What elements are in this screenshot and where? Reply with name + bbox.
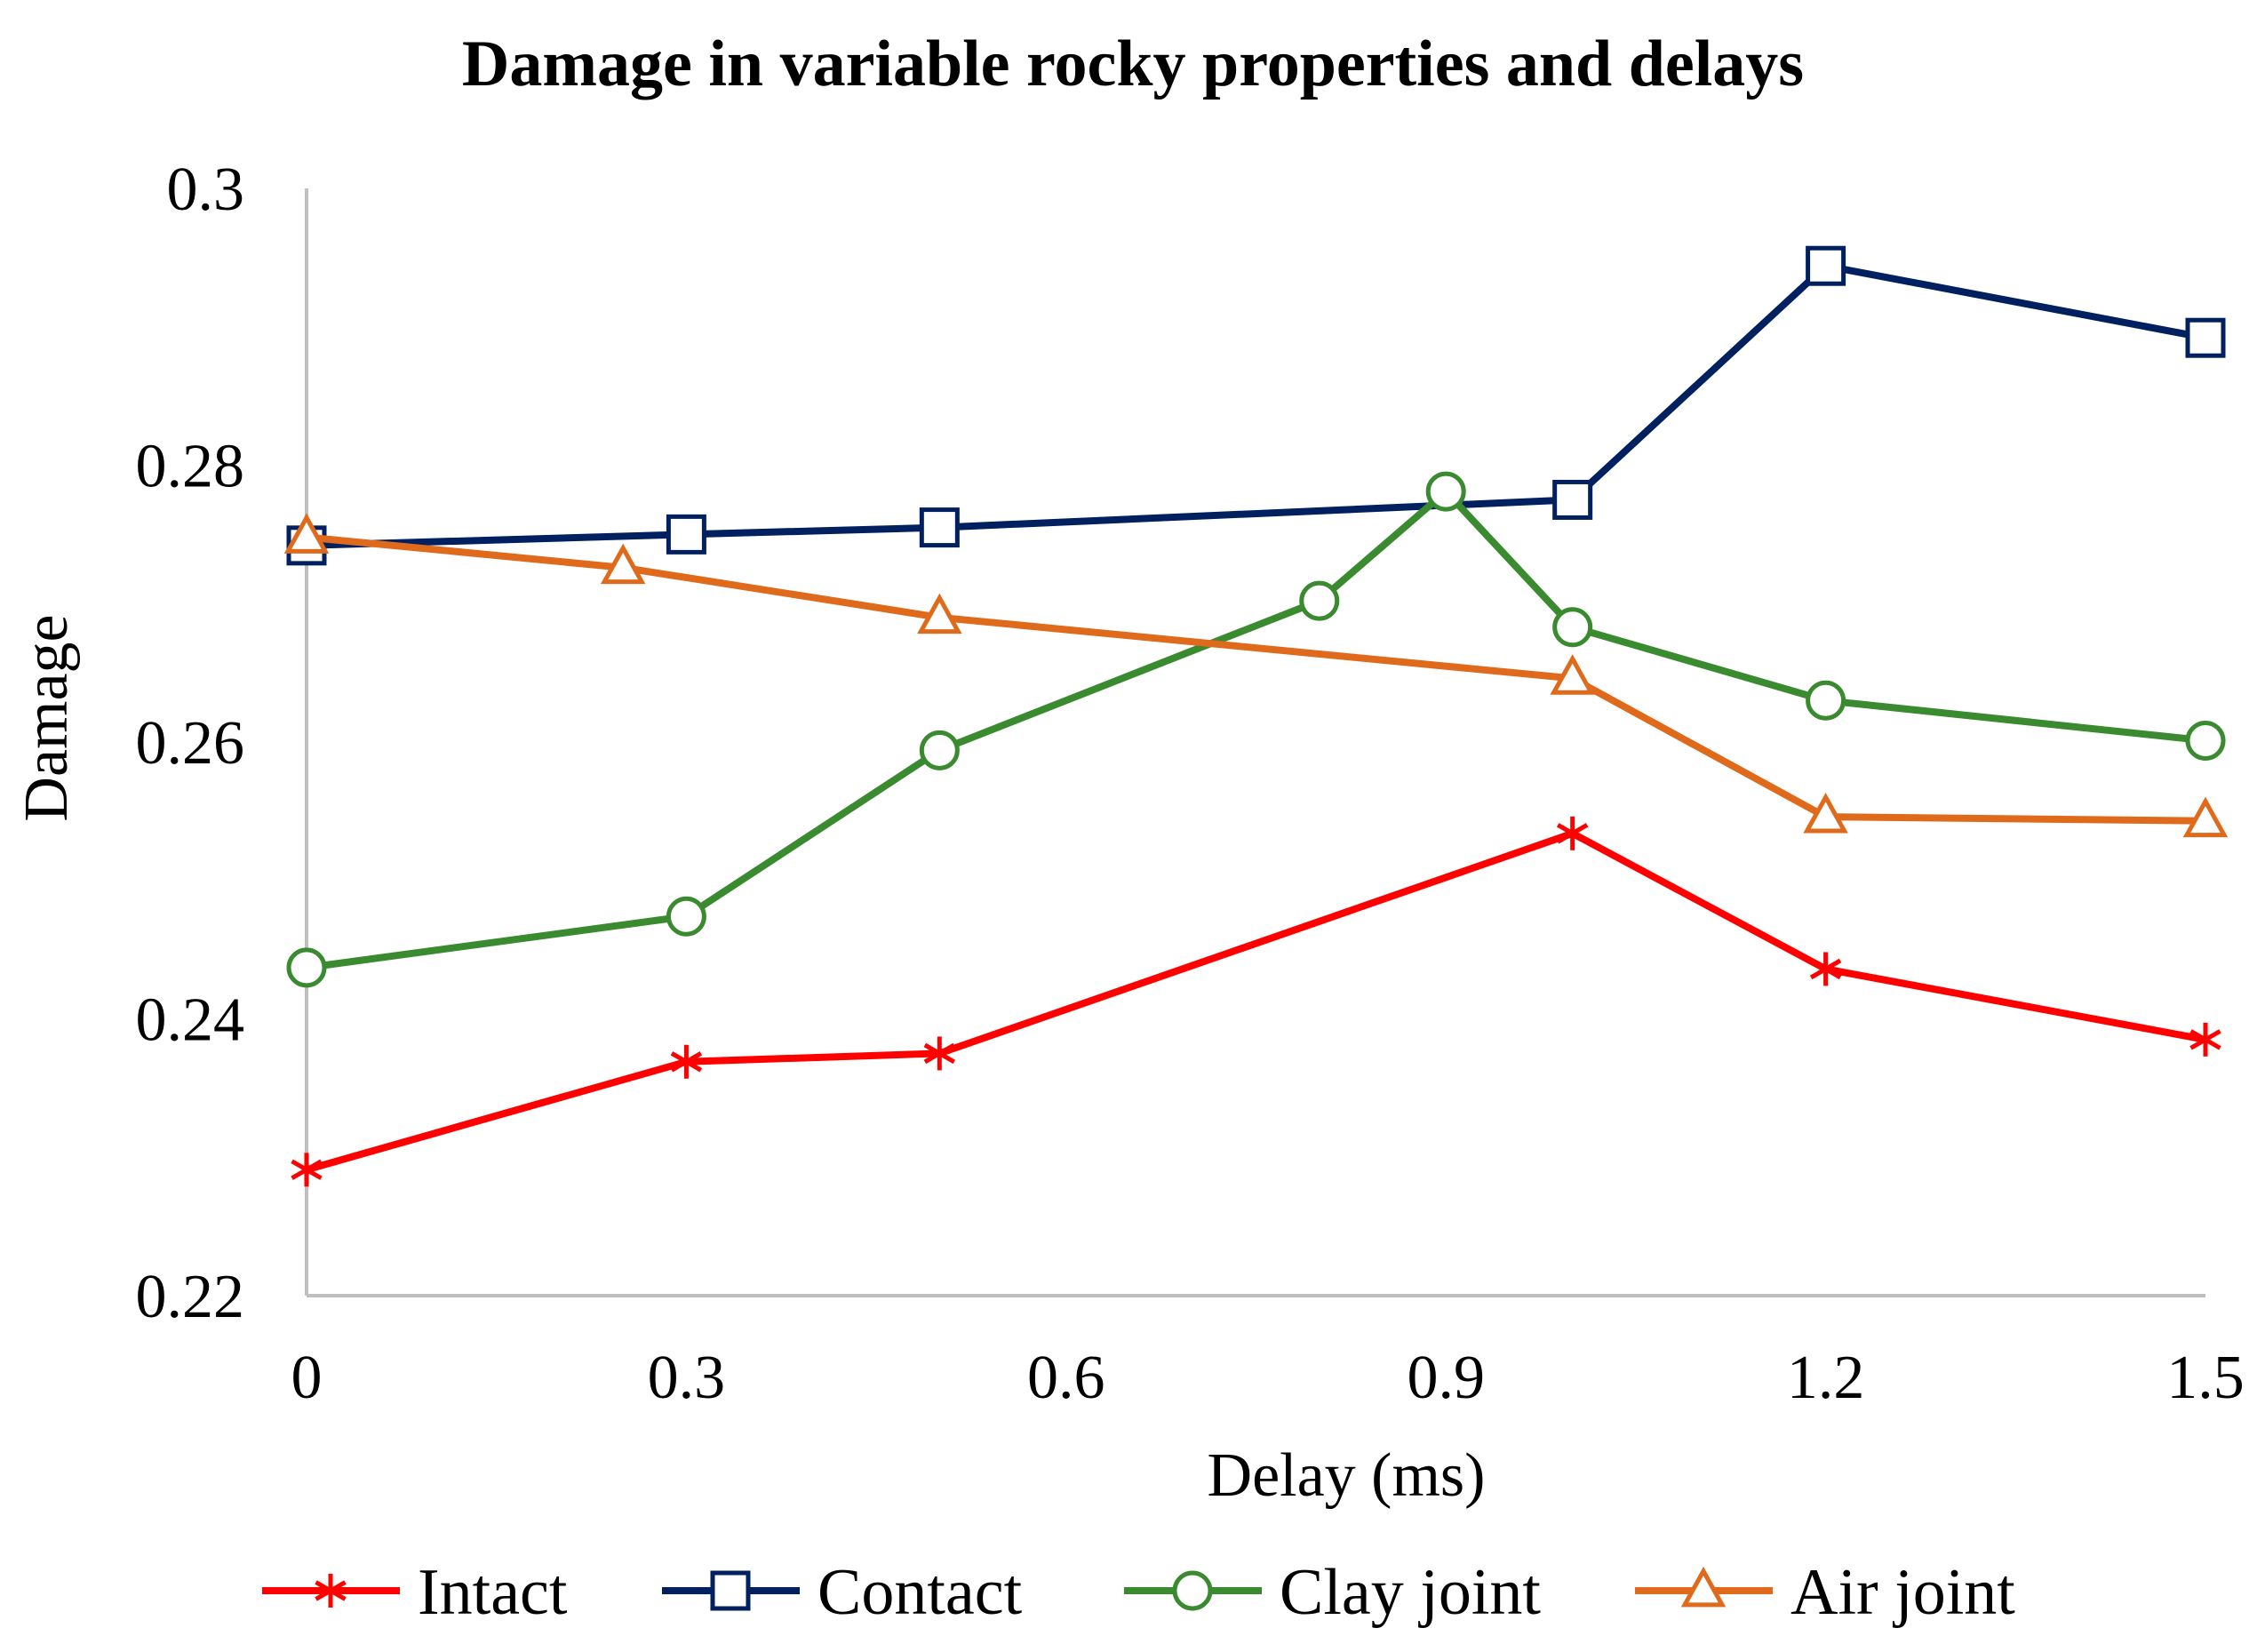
legend-item-contact: Contact	[662, 1556, 1023, 1629]
legend-swatch-marker	[710, 1570, 751, 1611]
legend-label: Clay joint	[1280, 1556, 1541, 1629]
data-point-contact	[2185, 317, 2226, 358]
data-point-contact	[1552, 479, 1593, 520]
series-contact	[286, 245, 2226, 566]
data-point-intact	[291, 1153, 323, 1187]
data-point-intact	[1556, 816, 1589, 850]
x-tick-label: 1.5	[2166, 1344, 2245, 1412]
x-tick-labels: 0 0.3 0.6 0.9 1.2 1.5	[291, 1344, 2245, 1412]
data-point-clay-joint	[286, 947, 327, 988]
data-point-air-joint	[1550, 654, 1595, 695]
x-axis-title: Delay (ms)	[1208, 1441, 1486, 1510]
data-point-contact	[1806, 245, 1846, 286]
data-point-clay-joint	[1806, 680, 1846, 721]
legend-swatch-marker	[315, 1574, 347, 1608]
y-axis-title: Damage	[12, 614, 81, 821]
series-clay-joint	[286, 471, 2226, 988]
y-tick-label: 0.24	[136, 986, 245, 1055]
data-point-clay-joint	[666, 896, 706, 937]
series-line-contact	[303, 262, 2209, 549]
data-point-contact	[919, 507, 960, 548]
data-point-clay-joint	[2185, 720, 2226, 761]
legend-swatch-marker	[1680, 1566, 1727, 1608]
data-point-clay-joint	[1425, 471, 1466, 512]
data-point-air-joint	[283, 513, 330, 554]
y-tick-labels: 0.22 0.24 0.26 0.28 0.3	[136, 156, 245, 1331]
series-air-joint	[283, 513, 2229, 838]
data-point-air-joint	[600, 543, 646, 585]
y-tick-label: 0.28	[136, 433, 245, 501]
x-tick-label: 0	[291, 1344, 323, 1412]
data-point-air-joint	[2182, 796, 2229, 838]
chart-title: Damage in variable rocky properties and …	[462, 28, 1804, 100]
x-tick-label: 0.9	[1407, 1344, 1485, 1412]
data-point-intact	[923, 1036, 956, 1071]
plot-series	[283, 245, 2229, 1187]
series-line-air-joint	[303, 533, 2209, 825]
y-tick-label: 0.22	[136, 1263, 245, 1331]
series-line-clay-joint	[303, 488, 2209, 971]
data-point-air-joint	[1803, 792, 1848, 834]
data-point-intact	[670, 1044, 703, 1079]
legend-swatch-marker	[1172, 1570, 1213, 1611]
y-tick-label: 0.26	[136, 709, 245, 778]
data-point-clay-joint	[1552, 607, 1593, 648]
data-point-clay-joint	[919, 730, 960, 770]
data-point-intact	[1809, 952, 1842, 986]
legend-item-air-joint: Air joint	[1635, 1556, 2015, 1629]
chart-axes	[305, 188, 2205, 1297]
legend-label: Contact	[817, 1556, 1023, 1629]
series-intact	[291, 816, 2221, 1187]
x-tick-label: 0.3	[648, 1344, 726, 1412]
legend-label: Intact	[418, 1556, 568, 1629]
data-point-intact	[2189, 1022, 2221, 1057]
y-tick-label: 0.3	[167, 156, 245, 224]
x-tick-label: 0.6	[1027, 1344, 1105, 1412]
data-point-clay-joint	[1299, 580, 1340, 621]
chart-legend: Intact Contact Clay joint Air joint	[262, 1556, 2015, 1629]
legend-item-intact: Intact	[262, 1556, 568, 1629]
data-point-contact	[666, 514, 706, 555]
x-tick-label: 1.2	[1787, 1344, 1865, 1412]
series-line-intact	[303, 829, 2209, 1174]
legend-label: Air joint	[1790, 1556, 2015, 1629]
legend-item-clay-joint: Clay joint	[1124, 1556, 1541, 1629]
data-point-air-joint	[917, 593, 962, 634]
